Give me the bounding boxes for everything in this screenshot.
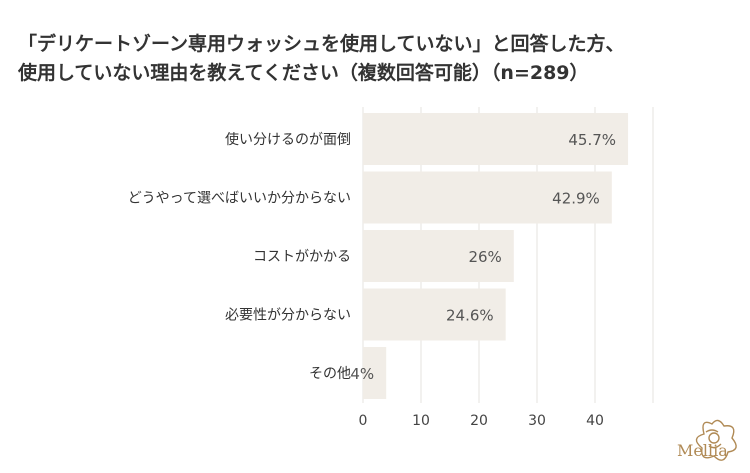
category-label: 必要性が分からない [225,308,351,324]
bar [363,230,514,282]
chart-title: 「デリケートゾーン専用ウォッシュを使用していない」と回答した方、 使用していない… [18,30,738,88]
category-label: コストがかかる [253,249,351,265]
bar [363,347,387,399]
category-label: どうやって選べばいいか分からない [128,191,351,207]
x-tick-label: 40 [586,413,604,429]
x-tick-label: 20 [470,413,488,429]
category-label: その他 [309,366,351,382]
data-label: 26% [468,248,501,266]
bar [363,288,506,341]
bars [363,113,629,399]
camellia-flower-icon [695,419,737,461]
data-label: 24.6% [446,307,494,325]
x-tick-label: 30 [528,413,546,429]
category-label: 使い分けるのが面倒 [225,131,351,148]
logo-text: Mellia [677,441,728,460]
bar [363,113,629,165]
mellia-logo: Mellia [677,419,737,461]
x-tick-label: 10 [412,413,430,429]
chart-title-line-2: 使用していない理由を教えてください（複数回答可能）（n=289） [18,62,589,84]
chart-title-line-1: 「デリケートゾーン専用ウォッシュを使用していない」と回答した方、 [18,33,625,55]
bar [363,171,612,224]
data-label: 45.7% [568,131,616,149]
x-tick-label: 0 [359,413,368,429]
x-axis-ticks: 0 10 20 30 40 [359,413,604,429]
labels: 45.7% 使い分けるのが面倒 42.9% どうやって選べばいいか分からない 26% コス… [128,131,616,383]
data-label: 42.9% [552,190,600,208]
data-label: 4% [350,365,374,383]
